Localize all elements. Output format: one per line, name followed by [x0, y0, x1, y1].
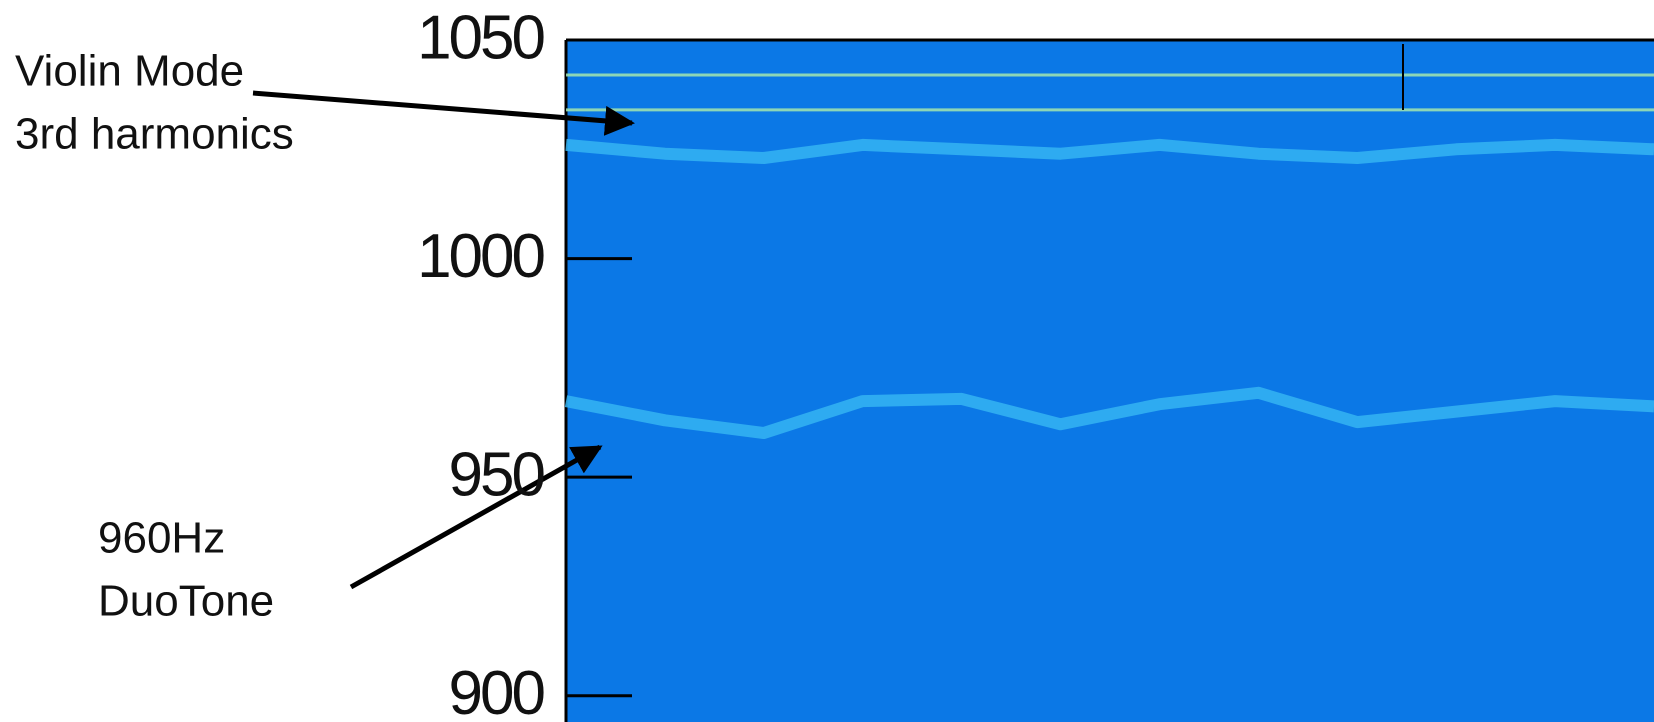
arrow: [349, 444, 603, 590]
y-tick-label: 1050: [417, 3, 544, 72]
arrow: [252, 90, 635, 136]
trace: [564, 386, 1654, 439]
trace: [565, 138, 1654, 164]
y-tick-label: 900: [449, 659, 545, 722]
annotation: DuoTone: [98, 577, 274, 626]
plot-area: [564, 38, 1654, 722]
annotation: Violin Mode: [15, 47, 244, 96]
y-tick-label: 950: [449, 441, 545, 510]
y-tick-label: 1000: [417, 222, 544, 291]
annotation: 960Hz: [98, 514, 225, 563]
annotation: 3rd harmonics: [15, 110, 294, 159]
